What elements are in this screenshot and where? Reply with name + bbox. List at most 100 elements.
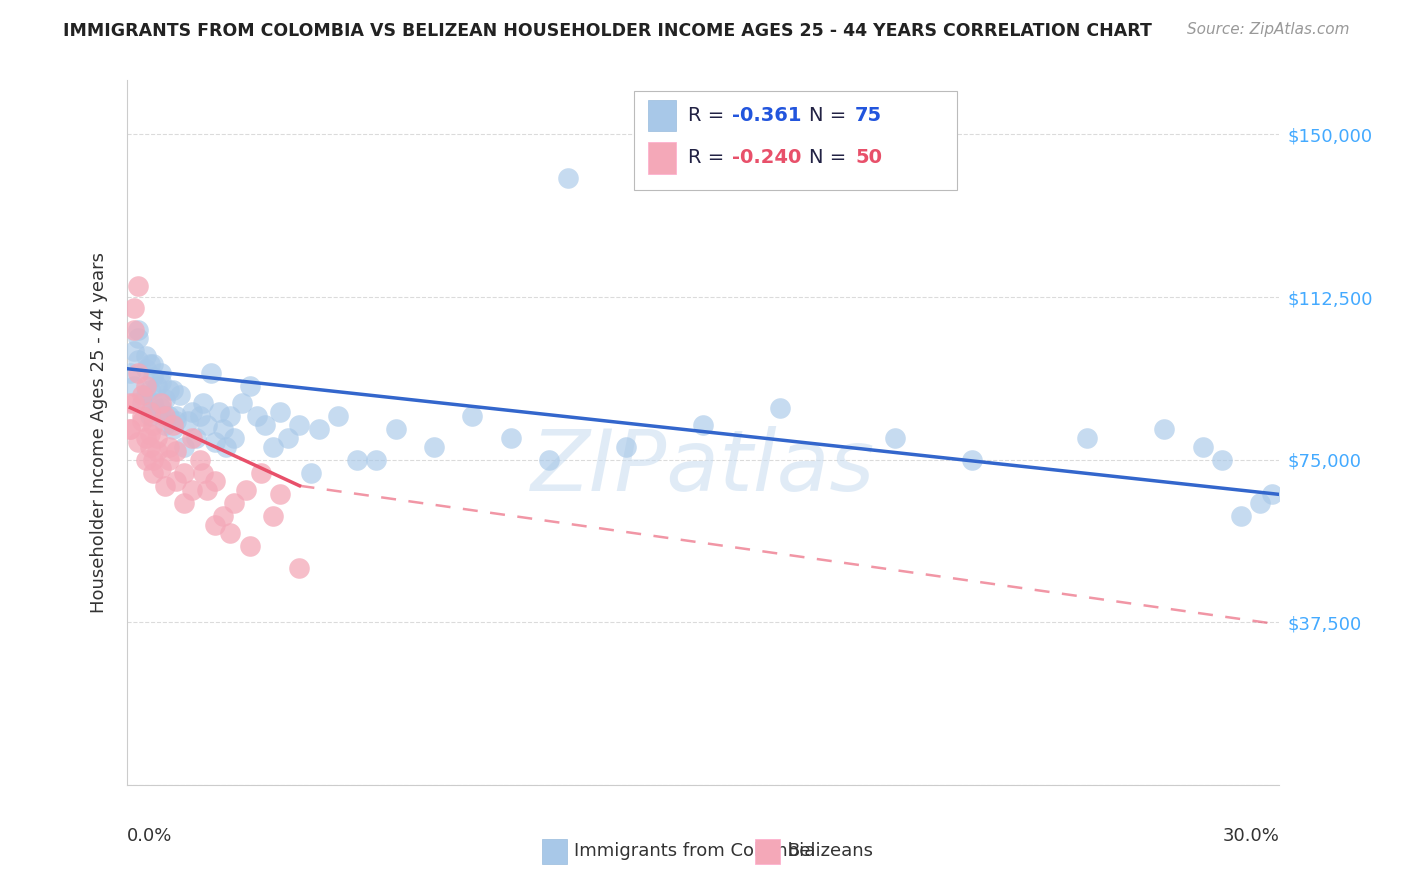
Point: [142, 466, 165, 480]
Point: [184, 431, 207, 445]
Point: [180, 431, 202, 445]
Point: [308, 422, 330, 436]
Text: 0.0%: 0.0%: [127, 827, 172, 846]
Point: [215, 440, 238, 454]
Point: [122, 301, 145, 315]
Point: [138, 357, 160, 371]
Point: [219, 409, 242, 424]
Bar: [648, 142, 676, 174]
Point: [262, 440, 284, 454]
Point: [142, 357, 165, 371]
Point: [235, 483, 257, 497]
Point: [162, 384, 184, 398]
Text: 75: 75: [855, 106, 883, 125]
Point: [288, 561, 311, 575]
Point: [250, 466, 273, 480]
Point: [138, 409, 160, 424]
Point: [127, 323, 149, 337]
Point: [153, 417, 176, 432]
Point: [150, 461, 173, 475]
Point: [146, 431, 169, 445]
Point: [135, 387, 157, 401]
Text: 50: 50: [855, 148, 882, 168]
Text: -0.361: -0.361: [731, 106, 801, 125]
Point: [269, 405, 291, 419]
Text: Source: ZipAtlas.com: Source: ZipAtlas.com: [1187, 22, 1350, 37]
Point: [499, 431, 522, 445]
Point: [166, 409, 188, 424]
Text: 30.0%: 30.0%: [1223, 827, 1279, 846]
Point: [173, 496, 195, 510]
Text: R =: R =: [688, 148, 731, 168]
Point: [204, 435, 226, 450]
Point: [142, 417, 165, 432]
Point: [246, 409, 269, 424]
Point: [142, 396, 165, 410]
Point: [1261, 487, 1284, 501]
Point: [122, 379, 145, 393]
Point: [146, 405, 169, 419]
Point: [557, 170, 579, 185]
Text: ZIPatlas: ZIPatlas: [531, 426, 875, 509]
Text: R =: R =: [688, 106, 731, 125]
Point: [326, 409, 349, 424]
Point: [162, 417, 184, 432]
Point: [461, 409, 484, 424]
Point: [150, 401, 173, 415]
Point: [166, 444, 188, 458]
Point: [135, 431, 157, 445]
Text: Belizeans: Belizeans: [787, 842, 873, 860]
Point: [138, 405, 160, 419]
Point: [204, 475, 226, 489]
Point: [122, 344, 145, 359]
Y-axis label: Householder Income Ages 25 - 44 years: Householder Income Ages 25 - 44 years: [90, 252, 108, 613]
Point: [131, 414, 153, 428]
Point: [153, 409, 176, 424]
Point: [769, 401, 792, 415]
Point: [173, 466, 195, 480]
Point: [142, 452, 165, 467]
Point: [131, 387, 153, 401]
Point: [157, 440, 180, 454]
FancyBboxPatch shape: [634, 91, 956, 189]
Point: [150, 375, 173, 389]
Point: [1249, 496, 1271, 510]
Point: [224, 431, 246, 445]
Text: N =: N =: [808, 106, 852, 125]
Point: [211, 422, 233, 436]
Point: [1211, 452, 1233, 467]
Point: [208, 405, 231, 419]
Point: [146, 444, 169, 458]
Point: [211, 509, 233, 524]
Point: [195, 417, 218, 432]
Point: [138, 426, 160, 441]
Point: [169, 387, 191, 401]
Point: [180, 405, 202, 419]
Point: [224, 496, 246, 510]
Point: [120, 366, 142, 380]
Point: [253, 417, 276, 432]
Point: [166, 475, 188, 489]
Point: [135, 379, 157, 393]
Point: [157, 452, 180, 467]
Point: [384, 422, 406, 436]
Bar: [648, 100, 676, 131]
Point: [960, 452, 983, 467]
Point: [180, 483, 202, 497]
Point: [614, 440, 637, 454]
Point: [277, 431, 299, 445]
Bar: [541, 839, 567, 863]
Point: [127, 435, 149, 450]
Text: -0.240: -0.240: [731, 148, 801, 168]
Point: [1230, 509, 1253, 524]
Point: [138, 384, 160, 398]
Point: [150, 366, 173, 380]
Point: [173, 440, 195, 454]
Point: [195, 483, 218, 497]
Point: [692, 417, 714, 432]
Point: [193, 466, 215, 480]
Point: [188, 452, 211, 467]
Point: [1153, 422, 1175, 436]
Text: Immigrants from Colombia: Immigrants from Colombia: [574, 842, 815, 860]
Point: [884, 431, 907, 445]
